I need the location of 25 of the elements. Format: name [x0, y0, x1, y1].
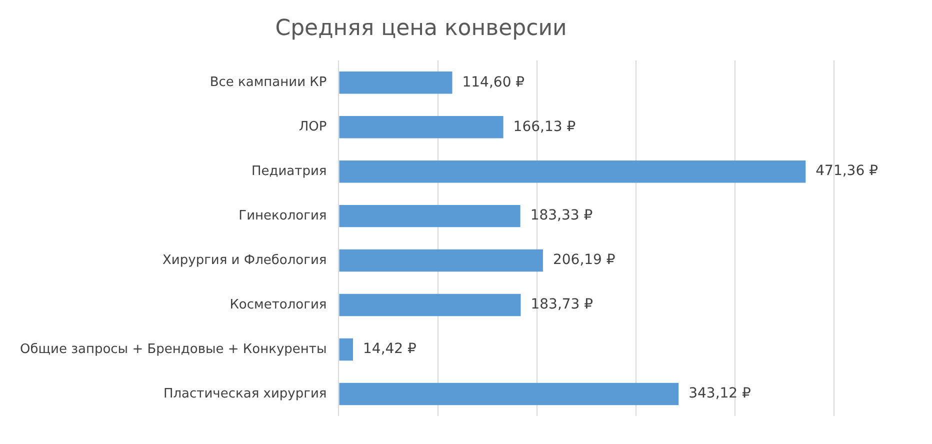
y-tick-label: Общие запросы + Брендовые + Конкуренты [20, 342, 327, 357]
data-label: 14,42 ₽ [363, 341, 417, 358]
y-tick-label: Гинекология [238, 208, 327, 224]
y-tick-label: Педиатрия [251, 164, 327, 179]
data-label: 471,36 ₽ [816, 163, 878, 180]
data-label: 183,33 ₽ [530, 208, 593, 224]
data-label: 114,60 ₽ [462, 74, 525, 90]
bar [339, 382, 679, 406]
y-tick-label: Все кампании КР [210, 75, 327, 90]
bar [339, 72, 452, 94]
bar [339, 116, 504, 138]
data-label: 206,19 ₽ [552, 252, 616, 268]
y-tick-label: Пластическая хирургия [163, 386, 327, 402]
y-tick-label: Хирургия и Флебология [162, 252, 327, 268]
y-tick-label: ЛОР [298, 119, 327, 134]
data-label: 166,13 ₽ [513, 118, 576, 135]
bar [339, 160, 806, 183]
y-tick-label: Косметология [230, 297, 327, 312]
bar [339, 249, 543, 272]
chart-title: Средняя цена конверсии [275, 16, 567, 41]
bar [339, 338, 354, 361]
bar [339, 294, 521, 316]
data-label: 343,12 ₽ [688, 386, 752, 402]
data-label: 183,73 ₽ [530, 296, 594, 313]
bar [339, 204, 520, 228]
